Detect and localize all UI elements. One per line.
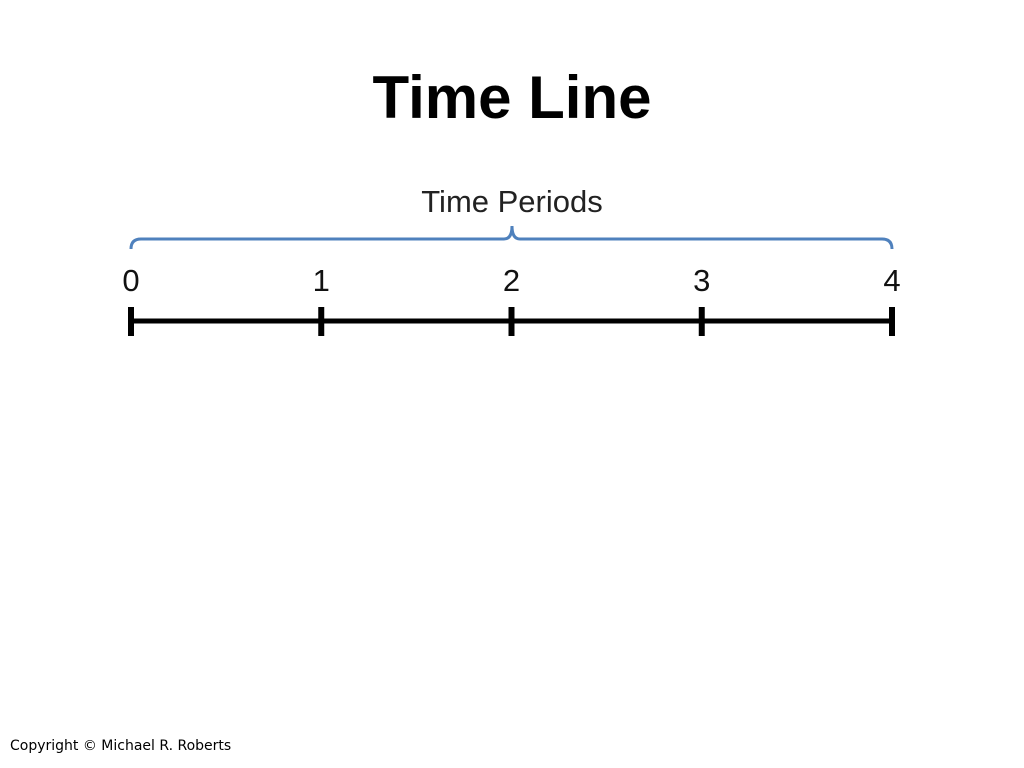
- slide-title: Time Line: [372, 64, 652, 131]
- tick-label: 3: [693, 263, 711, 298]
- tick-label: 0: [122, 263, 140, 298]
- brace-label: Time Periods: [421, 184, 603, 219]
- tick-label: 2: [502, 263, 521, 298]
- copyright-footer: Copyright © Michael R. Roberts: [10, 738, 232, 754]
- tick-label: 1: [312, 263, 330, 298]
- curly-brace: [129, 225, 894, 250]
- tick-label: 4: [883, 263, 901, 298]
